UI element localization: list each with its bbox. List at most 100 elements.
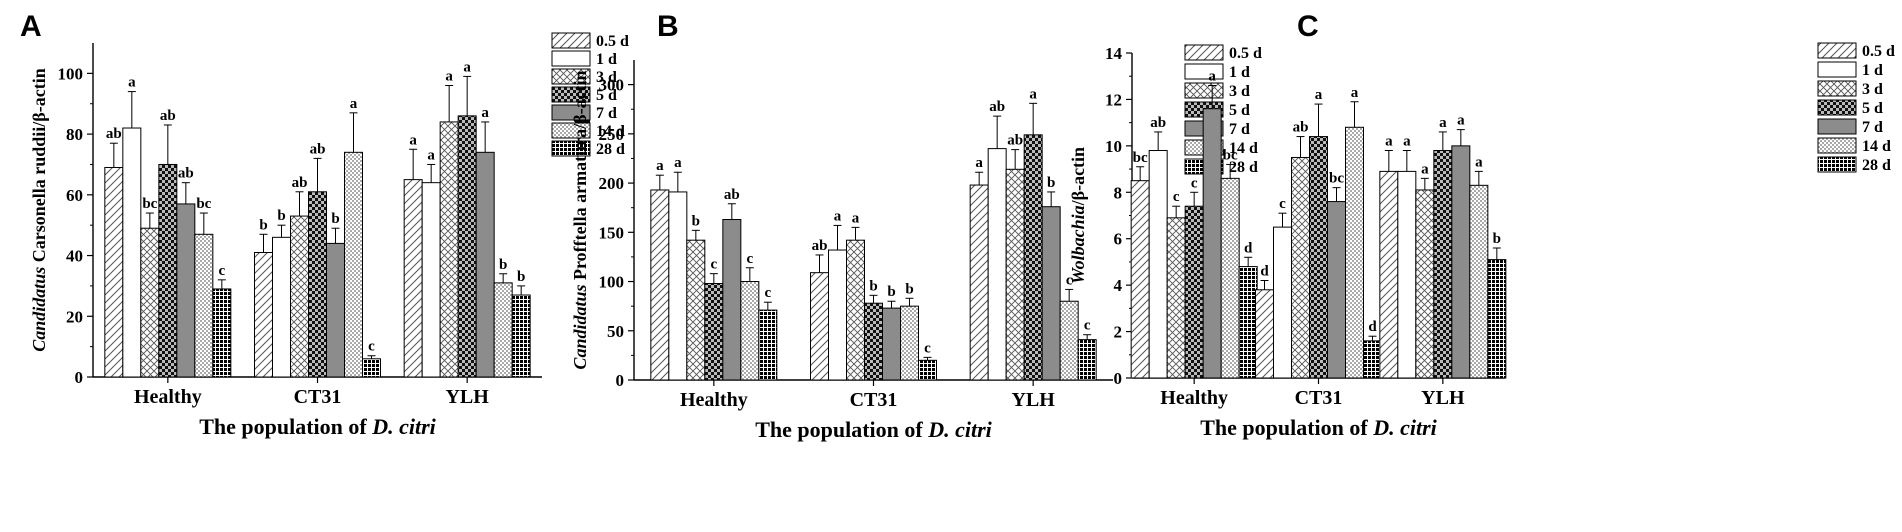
panel-c-significance-label: a [1315,87,1323,103]
panel-c-significance-label: c [1173,189,1180,205]
panel-a-bar [176,203,196,378]
panel-b-significance-label: c [924,340,931,356]
panel-b-legend-label: 5 d [1229,102,1250,119]
panel-a-bar [344,151,363,378]
panel-c-significance-label: c [1279,196,1286,212]
panel-a-legend-swatch [551,50,591,67]
panel-c-legend-swatch [1817,80,1857,97]
panel-a-category-label: CT31 [294,386,342,408]
panel-a-significance-label: c [218,263,225,279]
panel-b-legend-label: 1 d [1229,64,1250,81]
panel-c-letter: C [1297,10,1319,43]
panel-b-y-tick-label: 150 [599,223,625,242]
panel-b-legend-label: 28 d [1229,159,1258,176]
panel-c-significance-label: a [1385,134,1393,150]
panel-a-legend-label: 28 d [596,141,625,158]
panel-a-category-label: YLH [445,386,489,408]
panel-b-x-axis-title: The population of D. citri [755,417,992,442]
panel-c-legend-swatch [1817,99,1857,116]
panel-a-bar [475,151,495,378]
panel-c-bar [1345,126,1364,379]
panel-a-significance-label: a [445,69,453,85]
panel-b-y-tick-label: 100 [599,273,625,292]
panel-a-legend-swatch [551,122,591,139]
panel-b-bar [650,189,670,381]
panel-b-bar [918,359,937,381]
panel-a-significance-label: ab [106,126,122,142]
panel-a-significance-label: ab [292,175,308,191]
panel-c-legend-swatch [1817,42,1857,59]
panel-b-bar [846,239,865,381]
panel-b-legend-label: 0.5 d [1229,45,1262,62]
panel-a-legend-swatch [551,140,591,157]
panel-b-significance-label: a [674,155,682,171]
panel-b-bar [1041,206,1061,381]
panel-c-significance-label: d [1244,240,1253,256]
panel-c-y-tick-label: 2 [1114,323,1123,342]
panel-a-y-tick-label: 20 [66,307,83,326]
panel-a-significance-label: ab [178,166,194,182]
panel-c-bar [1487,259,1507,379]
panel-c-bar [1363,340,1382,379]
panel-a-significance-label: a [409,132,417,148]
panel-a-legend-label: 1 d [596,51,617,68]
panel-b-bar [828,249,847,381]
panel-b-significance-label: c [1084,318,1091,334]
panel-c-significance-label: a [1208,69,1216,85]
panel-c-significance-label: a [1421,161,1429,177]
panel-b-bar [704,283,724,381]
panel-c-legend-label: 0.5 d [1862,43,1895,60]
panel-a-bar [194,233,214,378]
panel-b-bar [987,148,1007,381]
panel-b-significance-label: c [1066,272,1073,288]
panel-c-significance-label: bc [1223,147,1238,163]
panel-a-legend-swatch [551,32,591,49]
panel-b-significance-label: c [710,257,717,273]
panel-c-bar [1309,136,1328,379]
panel-c-bar [1415,189,1435,379]
panel-a-bar [362,358,381,378]
panel-b-bar [882,307,901,381]
panel-a-y-tick-label: 80 [66,125,83,144]
panel-a-bar [493,282,513,378]
panel-b-significance-label: b [692,213,700,229]
panel-c-significance-label: a [1439,115,1447,131]
panel-a-significance-label: b [259,217,267,233]
panel-a-bar [212,288,232,378]
panel-a-y-tick-label: 0 [75,368,84,387]
panel-b-bar [1077,339,1097,381]
panel-b-y-tick-label: 250 [599,125,625,144]
panel-c-bar [1397,170,1417,379]
panel-c-y-tick-label: 14 [1105,44,1123,63]
panel-a-bar [511,294,531,378]
panel-a-significance-label: b [499,257,507,273]
panel-c-bar [1451,145,1471,379]
panel-c-significance-label: d [1260,264,1269,280]
panel-a-legend-swatch [551,86,591,103]
panel-c-legend-label: 28 d [1862,157,1891,174]
panel-a-significance-label: a [463,59,471,75]
panel-b-legend-swatch [1184,63,1224,80]
panel-c-bar [1130,180,1150,379]
panel-b-bar [1059,300,1079,381]
panel-c-bar [1433,150,1453,379]
panel-b-legend-label: 3 d [1229,83,1250,100]
panel-c-bar [1148,150,1168,379]
panel-b-y-tick-label: 50 [607,322,624,341]
panel-a-legend-label: 5 d [596,87,617,104]
panel-b-significance-label: b [1047,175,1055,191]
panel-c-legend-label: 14 d [1862,138,1891,155]
panel-b-y-tick-label: 0 [616,371,625,390]
panel-c-legend-swatch [1817,61,1857,78]
panel-c-legend-swatch [1817,137,1857,154]
panel-a-y-tick-label: 40 [66,247,83,266]
panel-a-legend-swatch [551,68,591,85]
panel-c-significance-label: a [1351,85,1359,101]
panel-a-x-axis-title: The population of D. citri [199,414,436,439]
panel-c-y-tick-label: 8 [1114,183,1123,202]
panel-c-significance-label: ab [1293,120,1309,136]
panel-c-bar [1327,201,1346,379]
panel-a-bar [140,227,160,378]
panel-c-y-tick-label: 0 [1114,369,1123,388]
